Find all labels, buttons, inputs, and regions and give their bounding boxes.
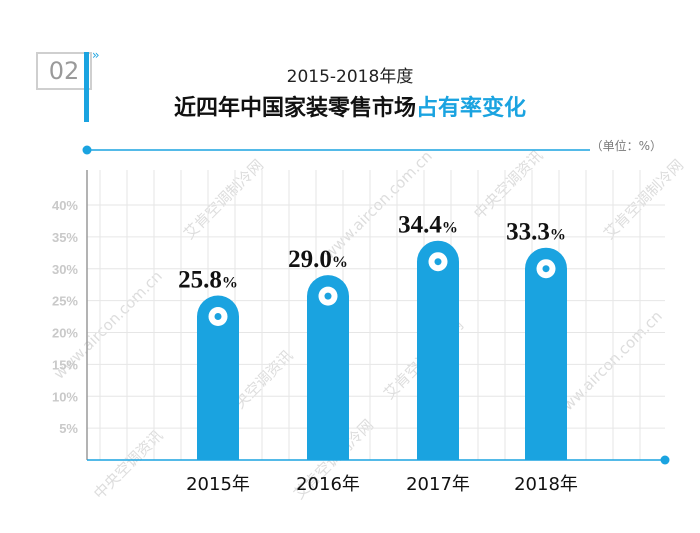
- bar-layer: [197, 240, 567, 460]
- bar: [417, 240, 459, 460]
- unit-label: （单位：%）: [590, 139, 662, 153]
- x-category-label: 2017年: [406, 474, 470, 495]
- chart-title: 近四年中国家装零售市场占有率变化: [0, 90, 700, 122]
- data-label-value: 25.8: [178, 267, 222, 294]
- data-label-value: 29.0: [288, 246, 332, 273]
- label-layer: 25.8% 2015年 29.0% 2016年 34.4% 2017年 33.3% 2018年: [178, 212, 578, 495]
- x-category-label: 2015年: [186, 474, 250, 495]
- y-tick-label: 30%: [52, 262, 78, 277]
- data-label-value: 33.3: [506, 219, 550, 246]
- data-label: 34.4%: [398, 212, 458, 239]
- x-category-label: 2016年: [296, 474, 360, 495]
- bar-marker-dot: [434, 258, 442, 266]
- watermark-text: 中央空调资讯: [90, 426, 166, 502]
- y-tick-label: 10%: [52, 389, 78, 404]
- watermark-layer: 艾肯空调制冷网 www.aircon.com.cn 中央空调资讯 艾肯空调制冷网www…: [50, 146, 687, 502]
- bar-marker-dot: [214, 313, 222, 321]
- bar: [307, 275, 349, 460]
- data-label: 25.8%: [178, 267, 238, 294]
- data-label-unit: %: [332, 254, 348, 271]
- section-number: 02: [48, 57, 80, 85]
- bar-marker-dot: [324, 292, 332, 300]
- y-tick-label: 40%: [52, 198, 78, 213]
- data-label: 29.0%: [288, 246, 348, 273]
- data-label: 33.3%: [506, 219, 566, 246]
- watermark-text: 中央空调资讯: [470, 146, 546, 222]
- badge-accent-bar: [84, 52, 89, 122]
- bar: [197, 295, 239, 460]
- y-tick-label: 35%: [52, 230, 78, 245]
- bar: [525, 247, 567, 460]
- double-chevron-icon: ››: [92, 48, 99, 62]
- chart-subtitle: 2015-2018年度: [286, 67, 414, 87]
- watermark-text: www.aircon.com.cn: [550, 307, 666, 423]
- y-tick-label: 5%: [59, 421, 78, 436]
- watermark-text: 艾肯空调制冷网: [180, 156, 267, 243]
- bar-marker-dot: [542, 265, 550, 273]
- y-tick-label: 15%: [52, 357, 78, 372]
- data-label-unit: %: [222, 275, 238, 292]
- axis-layer: 5% 10% 15% 20% 25% 30% 35% 40%: [52, 145, 670, 465]
- y-tick-label: 20%: [52, 326, 78, 341]
- y-tick-label: 25%: [52, 294, 78, 309]
- x-axis-end-dot: [660, 455, 670, 465]
- top-rule-dot: [82, 145, 92, 155]
- x-category-label: 2018年: [514, 474, 578, 495]
- title-main: 近四年中国家装零售市场: [173, 96, 416, 121]
- data-label-value: 34.4: [398, 212, 442, 239]
- data-label-unit: %: [442, 220, 458, 237]
- title-highlight: 占有率变化: [416, 96, 527, 121]
- section-number-badge: 02: [36, 52, 92, 90]
- data-label-unit: %: [550, 227, 566, 244]
